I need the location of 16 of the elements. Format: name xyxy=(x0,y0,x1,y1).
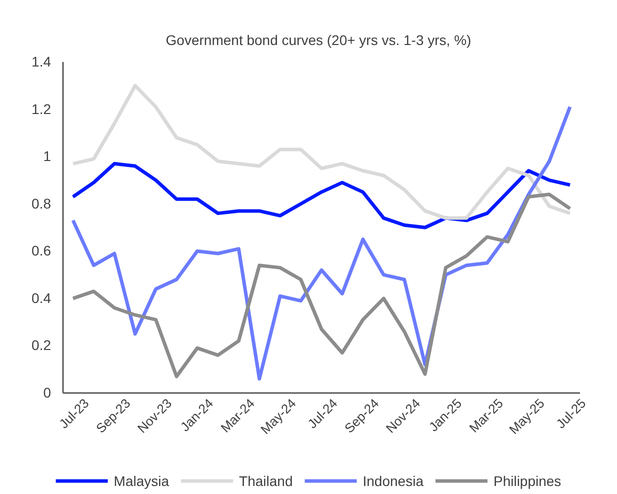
y-tick-label: 0.2 xyxy=(32,337,52,354)
legend-label: Philippines xyxy=(493,473,562,489)
line-series xyxy=(71,192,572,378)
legend-label: Indonesia xyxy=(362,473,424,489)
y-tick-label: 1.4 xyxy=(32,53,52,70)
y-tick-label: 0.6 xyxy=(32,242,52,259)
y-tick-label: 0.8 xyxy=(32,195,52,212)
y-tick-label: 1 xyxy=(43,148,52,164)
legend-label: Malaysia xyxy=(114,473,170,489)
y-tick-label: 0.4 xyxy=(32,290,52,306)
y-tick-label: 1.2 xyxy=(32,100,52,117)
y-tick-label: 0 xyxy=(43,384,52,400)
chart-title: Government bond curves (20+ yrs vs. 1-3 yrs, %) xyxy=(166,32,472,48)
legend-label: Thailand xyxy=(239,473,293,489)
line-series xyxy=(71,162,572,230)
line-series xyxy=(71,84,572,220)
